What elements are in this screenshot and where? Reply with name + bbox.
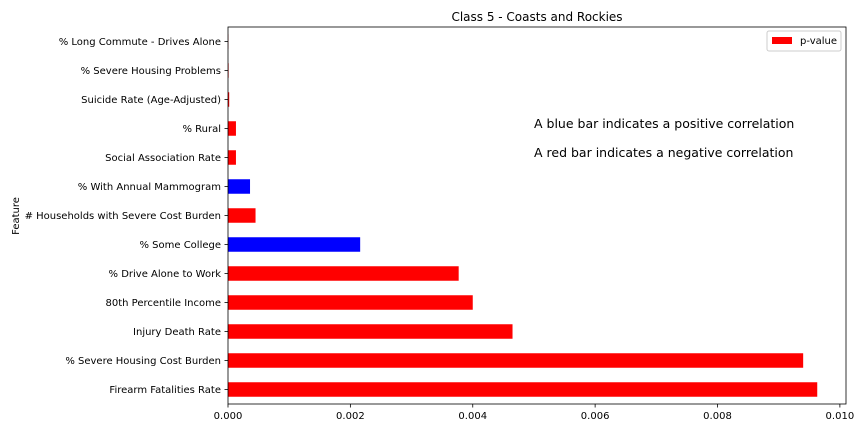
y-tick-label: Suicide Rate (Age-Adjusted) [81,95,221,106]
annotation-positive: A blue bar indicates a positive correlat… [534,116,794,131]
legend-swatch [772,37,792,44]
y-tick-label: % Severe Housing Problems [81,66,221,77]
bars [228,34,818,397]
y-tick-label: % Some College [139,240,221,251]
y-tick-label: % Long Commute - Drives Alone [59,37,221,48]
x-tick-label: 0.006 [581,411,610,422]
y-axis-label: Feature [11,197,22,235]
bar [228,150,236,165]
x-tick-label: 0.002 [336,411,365,422]
y-tick-label: % Drive Alone to Work [109,269,222,280]
legend: p-value [766,30,842,52]
y-tick-label: Firearm Fatalities Rate [109,385,221,396]
bar [228,353,804,368]
plot-area [228,27,846,404]
y-tick-label: % Rural [182,124,221,135]
x-tick-label: 0.010 [826,411,855,422]
x-axis: 0.000 0.002 0.004 0.006 0.008 0.010 [214,404,855,422]
y-tick-label: Social Association Rate [105,153,221,164]
y-tick-label: % With Annual Mammogram [78,182,221,193]
y-tick-label: % Severe Housing Cost Burden [65,356,221,367]
x-tick-label: 0.000 [214,411,243,422]
bar [228,324,513,339]
y-tick-label: 80th Percentile Income [106,298,221,309]
bar [228,237,361,252]
legend-label: p-value [800,36,837,47]
bar [228,295,473,310]
bar [228,208,256,223]
y-tick-label: Injury Death Rate [133,327,221,338]
plot-frame [227,26,847,405]
y-axis: Firearm Fatalities Rate % Severe Housing … [25,37,228,396]
bar [228,179,251,194]
bar [228,92,230,107]
y-tick-label: # Households with Severe Cost Burden [25,211,221,222]
bar [228,382,818,397]
bar [228,121,236,136]
x-tick-label: 0.008 [703,411,732,422]
annotation-negative: A red bar indicates a negative correlati… [534,145,793,160]
x-tick-label: 0.004 [458,411,487,422]
plot-background [228,27,846,404]
chart-title: Class 5 - Coasts and Rockies [451,10,622,24]
legend-box [766,30,842,52]
bar [228,266,459,281]
